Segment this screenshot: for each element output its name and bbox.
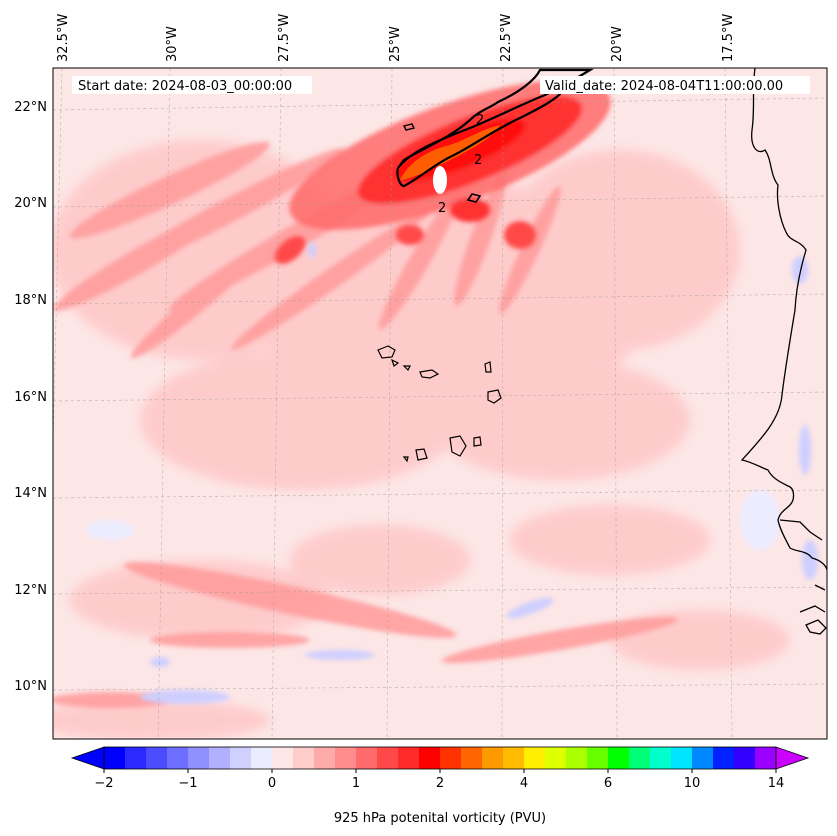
graticule (53, 68, 827, 739)
colorbar-cell (608, 747, 630, 769)
colorbar-cell (713, 747, 735, 769)
lat-label: 22°N (14, 100, 47, 115)
header-valid-bg (540, 76, 810, 94)
colorbar-tick-label: 10 (684, 776, 701, 791)
colorbar-cell (440, 747, 462, 769)
colorbar-tick-label: −2 (94, 776, 113, 791)
contour-label-3: 2 (438, 201, 446, 216)
colorbar-tick-label: 0 (268, 776, 276, 791)
map-frame (52, 67, 828, 740)
colorbar-cell (671, 747, 693, 769)
colorbar-over-arrow (775, 746, 810, 770)
pv-field-max-core (400, 125, 500, 180)
colorbar-cell (503, 747, 525, 769)
colorbar-cell (692, 747, 714, 769)
lon-label: 25°W (388, 26, 403, 62)
colorbar-cell (566, 747, 588, 769)
colorbar-cell (524, 747, 546, 769)
contour-label: 2 (476, 113, 484, 128)
colorbar-tick-label: 4 (520, 776, 528, 791)
colorbar-cell (629, 747, 651, 769)
pv-contour-2 (396, 68, 594, 203)
lon-label: 27.5°W (277, 14, 292, 62)
colorbar-cell (104, 747, 126, 769)
map-panel: 2 2 2 (53, 68, 827, 739)
colorbar-cell (734, 747, 756, 769)
colorbar-cell (755, 747, 777, 769)
colorbar-cells (104, 747, 777, 769)
pv-field-gap (433, 166, 447, 194)
colorbar-under-arrow (70, 746, 105, 770)
lat-label: 20°N (14, 196, 47, 211)
colorbar-cell (545, 747, 567, 769)
lon-label: 17.5°W (721, 14, 736, 62)
colorbar-cell (167, 747, 189, 769)
colorbar-tick-label: 14 (768, 776, 785, 791)
colorbar-cell (230, 747, 252, 769)
coastline (740, 68, 827, 635)
colorbar-cell (482, 747, 504, 769)
colorbar-cell (377, 747, 399, 769)
valid-date-label: Valid_date: 2024-08-04T11:00:00.00 (545, 79, 783, 94)
colorbar-tick-label: 6 (604, 776, 612, 791)
lon-label: 22.5°W (499, 14, 514, 62)
pv-field-negative-areas (85, 242, 818, 704)
lat-label: 16°N (14, 390, 47, 405)
colorbar-ticks: −2 −1 0 1 2 4 6 10 14 (94, 769, 784, 791)
colorbar-cell (587, 747, 609, 769)
colorbar-cell (293, 747, 315, 769)
colorbar-tick-label: 1 (352, 776, 360, 791)
colorbar-cell (272, 747, 294, 769)
colorbar-cell (419, 747, 441, 769)
colorbar-cell (650, 747, 672, 769)
colorbar-cell (356, 747, 378, 769)
longitude-labels: 32.5°W 30°W 27.5°W 25°W 22.5°W 20°W 17.5… (56, 14, 736, 62)
start-date-label: Start date: 2024-08-03_00:00:00 (78, 79, 292, 94)
colorbar-cell (251, 747, 273, 769)
contour-label-2: 2 (474, 153, 482, 168)
colorbar-tick-label: 2 (436, 776, 444, 791)
latitude-labels: 22°N 20°N 18°N 16°N 14°N 12°N 10°N (14, 100, 47, 694)
lon-label: 20°W (610, 26, 625, 62)
lon-label: 32.5°W (56, 14, 71, 62)
colorbar-cell (461, 747, 483, 769)
colorbar-tick-label: −1 (178, 776, 197, 791)
colorbar-cell (335, 747, 357, 769)
cape-verde-islands (377, 345, 502, 463)
lat-label: 14°N (14, 486, 47, 501)
lon-label: 30°W (165, 26, 180, 62)
colorbar-cell (398, 747, 420, 769)
lat-label: 10°N (14, 679, 47, 694)
lat-label: 18°N (14, 293, 47, 308)
colorbar-cell (125, 747, 147, 769)
colorbar-cell (188, 747, 210, 769)
colorbar: −2 −1 0 1 2 4 6 10 14 925 hPa potenital vorticit… (70, 746, 810, 826)
colorbar-cell (314, 747, 336, 769)
lat-label: 12°N (14, 583, 47, 598)
colorbar-cell (146, 747, 168, 769)
colorbar-cell (209, 747, 231, 769)
colorbar-title: 925 hPa potenital vorticity (PVU) (334, 811, 546, 826)
header-start-bg (72, 76, 312, 94)
